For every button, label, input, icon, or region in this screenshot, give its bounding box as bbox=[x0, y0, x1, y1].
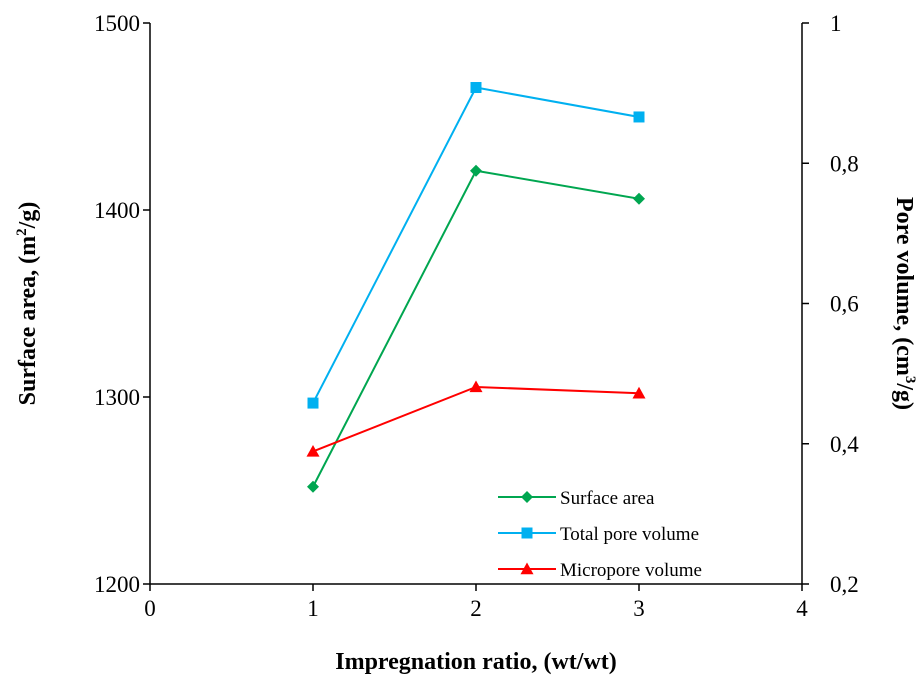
left-y-axis-title-tail: /g) bbox=[15, 202, 41, 230]
legend: Surface area Total pore volume Micropore v… bbox=[498, 488, 702, 581]
legend-total-pore-volume-label: Total pore volume bbox=[560, 524, 699, 545]
legend-micropore-volume-marker bbox=[520, 562, 534, 575]
left-y-tick-label: 1400 bbox=[94, 198, 140, 223]
right-y-tick-label: 1 bbox=[830, 11, 842, 36]
legend-surface-area-marker bbox=[521, 491, 533, 503]
total-pore-volume-point bbox=[470, 82, 482, 94]
surface-area-point bbox=[470, 164, 482, 177]
left-y-axis-title: Surface area, (m2/g) bbox=[14, 202, 41, 406]
left-y-tick-label: 1200 bbox=[94, 572, 140, 597]
micropore-volume-point bbox=[632, 386, 646, 399]
right-y-axis-title-text: Pore volume, (cm bbox=[891, 197, 917, 376]
ticks: 0 1 2 3 4 1200 1300 1400 1500 0,2 0,4 0,6 0,8 1 bbox=[94, 11, 859, 621]
right-y-tick-label: 0,2 bbox=[830, 572, 859, 597]
right-y-tick-label: 0,4 bbox=[830, 432, 859, 457]
total-pore-volume-point bbox=[307, 397, 319, 409]
surface-area-point bbox=[633, 192, 645, 205]
micropore-volume-point bbox=[306, 444, 320, 457]
micropore-volume-point bbox=[469, 380, 483, 393]
surface-area-line bbox=[312, 169, 640, 488]
x-tick-label: 4 bbox=[796, 596, 808, 621]
left-y-tick-label: 1300 bbox=[94, 385, 140, 410]
legend-total-pore-volume-marker bbox=[521, 527, 533, 539]
right-y-tick-label: 0,8 bbox=[830, 151, 859, 176]
x-axis-title: Impregnation ratio, (wt/wt) bbox=[335, 649, 617, 675]
right-y-tick-label: 0,6 bbox=[830, 292, 859, 317]
x-tick-label: 0 bbox=[144, 596, 156, 621]
left-y-tick-label: 1500 bbox=[94, 11, 140, 36]
right-y-axis-title: Pore volume, (cm3/g) bbox=[891, 197, 918, 410]
legend-micropore-volume-label: Micropore volume bbox=[560, 560, 702, 581]
legend-surface-area-label: Surface area bbox=[560, 488, 655, 509]
x-tick-label: 1 bbox=[307, 596, 319, 621]
series-layer bbox=[306, 82, 646, 493]
total-pore-volume-line bbox=[312, 86, 640, 404]
surface-area-point bbox=[307, 480, 319, 493]
x-tick-label: 3 bbox=[633, 596, 645, 621]
right-y-axis-title-tail: /g) bbox=[891, 382, 917, 410]
micropore-volume-line bbox=[312, 385, 640, 453]
left-y-axis-title-sup: 2 bbox=[14, 228, 30, 236]
x-tick-label: 2 bbox=[470, 596, 482, 621]
total-pore-volume-point bbox=[633, 111, 645, 123]
axes bbox=[149, 23, 803, 585]
left-y-axis-title-text: Surface area, (m bbox=[15, 236, 41, 406]
right-y-axis-title-sup: 3 bbox=[902, 376, 918, 384]
